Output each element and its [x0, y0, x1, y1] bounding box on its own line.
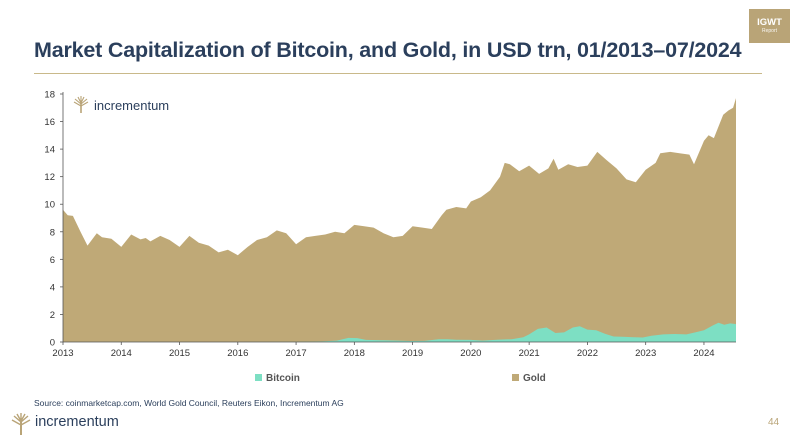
chart-logo-text: incrementum: [94, 98, 169, 113]
y-tick-label: 10: [44, 200, 55, 211]
legend-gold-swatch: [512, 374, 519, 381]
axis-lines: [62, 92, 736, 343]
x-tick-label: 2013: [52, 348, 73, 359]
legend-bitcoin-label: Bitcoin: [266, 373, 300, 384]
y-tick-label: 18: [44, 90, 55, 101]
tree-logo-icon: [72, 96, 90, 114]
y-tick-label: 8: [50, 227, 55, 238]
page-title: Market Capitalization of Bitcoin, and Go…: [34, 38, 742, 62]
x-tick-label: 2018: [344, 348, 365, 359]
legend-bitcoin: Bitcoin: [255, 373, 300, 384]
footer-brand: incrementum: [35, 414, 119, 430]
badge-subtitle: Report: [761, 28, 777, 34]
title-divider: [34, 73, 762, 74]
chart-areas: [63, 98, 736, 342]
igwt-badge: IGWT Report: [749, 9, 790, 43]
page-number: 44: [768, 417, 780, 428]
area-bitcoin: [63, 322, 736, 342]
x-tick-label: 2021: [519, 348, 540, 359]
x-tick-label: 2015: [169, 348, 190, 359]
legend-bitcoin-swatch: [255, 374, 262, 381]
legend-gold-label: Gold: [523, 373, 546, 384]
x-tick-label: 2019: [402, 348, 423, 359]
footer-tree-icon: [11, 413, 31, 435]
badge-title: IGWT: [757, 17, 782, 28]
x-tick-label: 2024: [693, 348, 714, 359]
y-tick-label: 2: [50, 310, 55, 321]
y-tick-label: 16: [44, 117, 55, 128]
chart-logo: incrementum: [72, 96, 169, 114]
x-tick-label: 2014: [111, 348, 132, 359]
x-tick-label: 2023: [635, 348, 656, 359]
y-tick-label: 0: [50, 338, 55, 349]
x-tick-label: 2020: [460, 348, 481, 359]
y-tick-label: 6: [50, 255, 55, 266]
x-tick-label: 2017: [286, 348, 307, 359]
y-tick-label: 14: [44, 145, 55, 156]
x-axis: 2013 2014 2015 2016 2017 2018 2019 2020 2021 2022…: [52, 342, 715, 359]
y-tick-label: 12: [44, 172, 55, 183]
x-tick-label: 2016: [227, 348, 248, 359]
legend-gold: Gold: [512, 373, 546, 384]
y-tick-label: 4: [50, 282, 55, 293]
y-axis: 0 2 4 6 8 10 12 14 16 18: [44, 90, 63, 349]
area-gold: [63, 98, 736, 342]
source-note: Source: coinmarketcap.com, World Gold Co…: [34, 398, 344, 408]
x-tick-label: 2022: [577, 348, 598, 359]
